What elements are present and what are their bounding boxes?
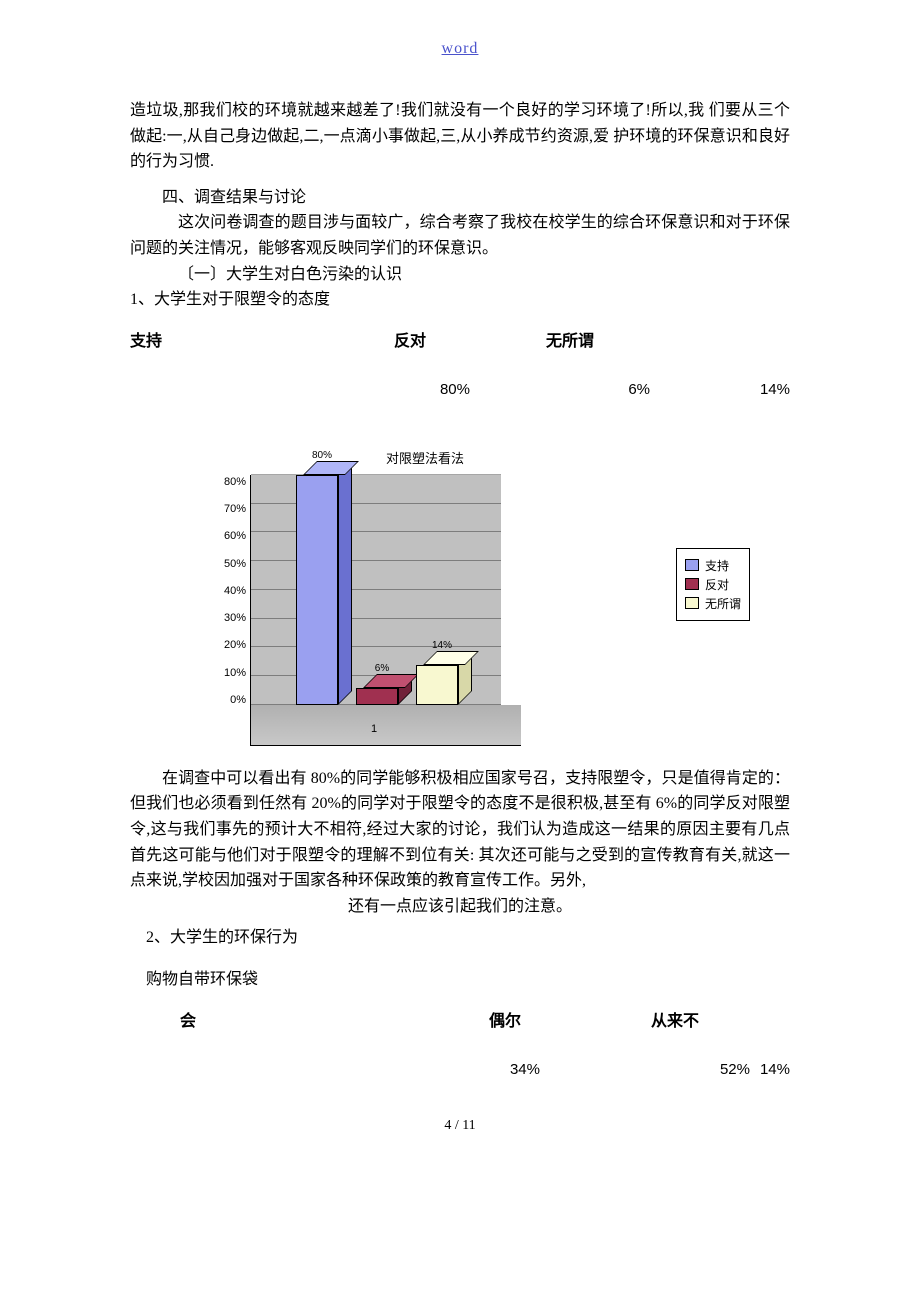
- item-2: 2、大学生的环保行为: [130, 925, 790, 951]
- legend-label: 无所谓: [705, 595, 741, 612]
- y-tick-label: 40%: [224, 585, 246, 597]
- chart-floor: [251, 705, 521, 745]
- item-1: 1、大学生对于限塑令的态度: [130, 287, 790, 313]
- section4-body: 这次问卷调查的题目涉与面较广，综合考察了我校在校学生的综合环保意识和对于环保问题…: [130, 210, 790, 261]
- y-tick-label: 50%: [224, 558, 246, 570]
- table2-h3: 从来不: [590, 1007, 760, 1031]
- legend-item: 反对: [685, 576, 741, 593]
- y-tick-label: 20%: [224, 639, 246, 651]
- bar-side: [338, 461, 352, 705]
- grid-line: [251, 618, 501, 619]
- y-tick-label: 80%: [224, 476, 246, 488]
- bar-front: [416, 665, 458, 705]
- grid-line: [251, 474, 501, 475]
- table1-v1: 80%: [130, 381, 470, 398]
- legend-swatch: [685, 578, 699, 590]
- table1-values: 80% 6% 14%: [130, 381, 790, 398]
- bar-value-label: 6%: [352, 663, 412, 674]
- y-tick-label: 0%: [230, 694, 246, 706]
- section4-title: 四、调查结果与讨论: [130, 185, 790, 211]
- analysis-paragraph-tail: 还有一点应该引起我们的注意。: [130, 894, 790, 920]
- table1-h1: 支持: [130, 327, 330, 351]
- table2-values: 34% 52% 14%: [130, 1061, 790, 1078]
- y-tick-label: 30%: [224, 612, 246, 624]
- table2-v2: 52%: [540, 1061, 750, 1078]
- bar-front: [356, 688, 398, 705]
- table2-h1: 会: [130, 1007, 420, 1031]
- bar-chart: 对限塑法看法 80% 70% 60% 50% 40% 30% 20% 10% 0% 1 80% 6…: [210, 448, 640, 746]
- grid-line: [251, 560, 501, 561]
- paragraph-intro: 造垃圾,那我们校的环境就越来越差了!我们就没有一个良好的学习环境了!所以,我 们…: [130, 98, 790, 175]
- chart-plot: 1 80%6%14%: [250, 475, 521, 746]
- legend-label: 支持: [705, 557, 729, 574]
- bar-value-label: 80%: [292, 450, 352, 461]
- table1-v3: 14%: [650, 381, 790, 398]
- chart-legend: 支持反对无所谓: [676, 548, 750, 621]
- table1-h2: 反对: [330, 327, 490, 351]
- grid-line: [251, 531, 501, 532]
- y-tick-label: 10%: [224, 667, 246, 679]
- legend-label: 反对: [705, 576, 729, 593]
- page-footer: 4 / 11: [130, 1118, 790, 1134]
- table1-v2: 6%: [470, 381, 650, 398]
- table1-headers: 支持 反对 无所谓: [130, 327, 790, 351]
- y-tick-label: 60%: [224, 530, 246, 542]
- table2-v3: 14%: [750, 1061, 790, 1078]
- legend-item: 无所谓: [685, 595, 741, 612]
- table2-headers: 会 偶尔 从来不: [130, 1007, 790, 1031]
- grid-line: [251, 503, 501, 504]
- y-axis: 80% 70% 60% 50% 40% 30% 20% 10% 0%: [210, 476, 250, 746]
- bar-value-label: 14%: [412, 640, 472, 651]
- document-page: word 造垃圾,那我们校的环境就越来越差了!我们就没有一个良好的学习环境了!所…: [0, 0, 920, 1174]
- y-tick-label: 70%: [224, 503, 246, 515]
- subsection-1: 〔一〕大学生对白色污染的认识: [130, 262, 790, 288]
- x-axis-label: 1: [371, 723, 377, 735]
- header-word-link: word: [130, 40, 790, 58]
- chart-title: 对限塑法看法: [210, 448, 640, 467]
- table2-h2: 偶尔: [420, 1007, 590, 1031]
- legend-swatch: [685, 597, 699, 609]
- table2-v1: 34%: [130, 1061, 540, 1078]
- legend-item: 支持: [685, 557, 741, 574]
- sub-question: 购物自带环保袋: [130, 967, 790, 993]
- analysis-paragraph: 在调查中可以看出有 80%的同学能够积极相应国家号召，支持限塑令，只是值得肯定的…: [130, 766, 790, 894]
- table1-h3: 无所谓: [490, 327, 650, 351]
- legend-swatch: [685, 559, 699, 571]
- bar-front: [296, 475, 338, 705]
- grid-line: [251, 589, 501, 590]
